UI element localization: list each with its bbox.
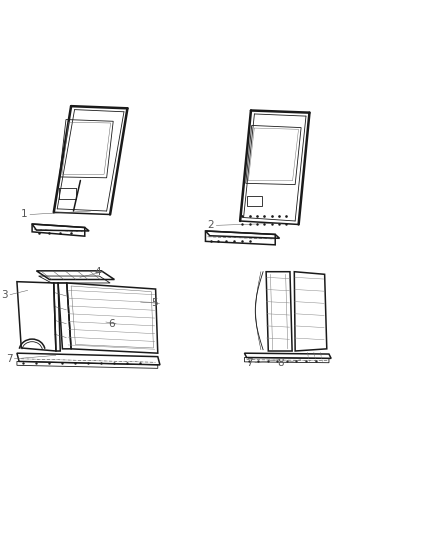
Text: 7: 7 [6,354,13,364]
Text: 4: 4 [95,266,102,277]
Text: 2: 2 [208,220,214,230]
Text: 1: 1 [21,209,28,220]
Text: 6: 6 [108,319,114,329]
Text: 8: 8 [277,358,283,368]
Text: 5: 5 [151,298,158,308]
Text: 3: 3 [2,289,8,300]
Text: 7: 7 [247,358,253,368]
